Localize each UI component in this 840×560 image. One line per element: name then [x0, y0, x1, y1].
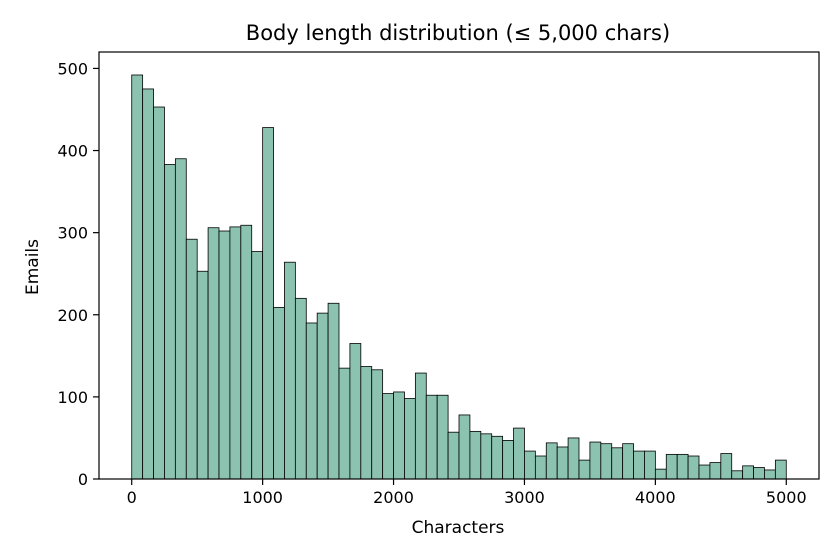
bars-group [131, 74, 787, 480]
histogram-bar [447, 431, 460, 480]
histogram-bar [578, 459, 591, 480]
histogram-bar [633, 450, 645, 480]
histogram-bar [502, 440, 514, 480]
histogram-bar [480, 433, 493, 480]
y-tick-label: 500 [57, 59, 88, 78]
histogram-bar [273, 306, 285, 480]
histogram-bar [491, 435, 504, 480]
histogram-bar [513, 427, 525, 480]
histogram-bar [404, 398, 416, 480]
histogram-bar [305, 322, 318, 480]
histogram-bar [153, 106, 165, 480]
histogram-bar [327, 302, 340, 480]
histogram-bar [294, 297, 307, 480]
histogram-bar [567, 437, 580, 480]
histogram-bar [731, 470, 744, 480]
histogram-bar [131, 74, 144, 480]
histogram-bar [425, 394, 438, 480]
histogram-bar [174, 158, 187, 480]
y-axis-label: Emails [23, 239, 43, 295]
chart-title: Body length distribution (≤ 5,000 chars) [246, 21, 670, 45]
x-tick-label: 5000 [766, 488, 807, 507]
x-axis-ticks: 0 1000 2000 3000 4000 5000 [127, 479, 807, 507]
histogram-bar [524, 450, 536, 480]
histogram-bar [676, 453, 689, 480]
histogram-bar [371, 369, 384, 480]
histogram-bar [665, 453, 678, 480]
histogram-bar [436, 394, 449, 480]
histogram-bar [687, 455, 700, 480]
histogram-bar [742, 465, 754, 480]
histogram-bar [764, 469, 776, 480]
y-axis-ticks: 0 100 200 300 400 500 [57, 59, 99, 489]
y-tick-label: 400 [57, 142, 88, 161]
histogram-bar [251, 251, 264, 480]
x-tick-label: 3000 [504, 488, 545, 507]
histogram-bar [556, 446, 569, 480]
histogram-bar [360, 366, 373, 480]
histogram-bar [393, 391, 405, 480]
histogram-bar [185, 238, 198, 480]
histogram-bar [654, 468, 667, 480]
x-tick-label: 2000 [373, 488, 414, 507]
histogram-bar [469, 430, 482, 480]
histogram-bar [218, 230, 231, 480]
histogram-bar [382, 393, 394, 480]
histogram-bar [338, 367, 351, 480]
y-tick-label: 100 [57, 388, 88, 407]
x-axis-label: Characters [412, 518, 505, 538]
x-tick-label: 1000 [242, 488, 283, 507]
histogram-bar [720, 453, 733, 480]
histogram-bar [458, 414, 471, 480]
histogram-bar [774, 459, 787, 480]
histogram-bar [709, 462, 722, 480]
y-tick-label: 300 [57, 224, 88, 243]
histogram-bar [644, 450, 656, 480]
histogram-bar [414, 372, 427, 480]
histogram-bar [196, 270, 209, 480]
y-tick-label: 200 [57, 306, 88, 325]
y-tick-label: 0 [78, 470, 88, 489]
histogram-bar [611, 447, 624, 480]
histogram-bar [600, 443, 613, 480]
histogram-bar [545, 442, 558, 480]
histogram-bar [142, 88, 154, 480]
histogram-bar [622, 443, 634, 480]
histogram-bar [349, 343, 362, 480]
histogram-bar [753, 467, 765, 480]
histogram-bar [229, 226, 242, 480]
histogram-bar [240, 224, 253, 480]
histogram-bar [164, 164, 176, 480]
x-tick-label: 4000 [635, 488, 676, 507]
histogram-bar [284, 261, 296, 480]
histogram-bar [262, 127, 274, 480]
x-tick-label: 0 [127, 488, 137, 507]
histogram-bar [316, 312, 329, 480]
histogram-bar [207, 227, 220, 480]
plot-frame [98, 51, 820, 480]
histogram-bar [589, 441, 602, 480]
histogram-bar [534, 455, 547, 480]
histogram-bar [698, 464, 711, 480]
